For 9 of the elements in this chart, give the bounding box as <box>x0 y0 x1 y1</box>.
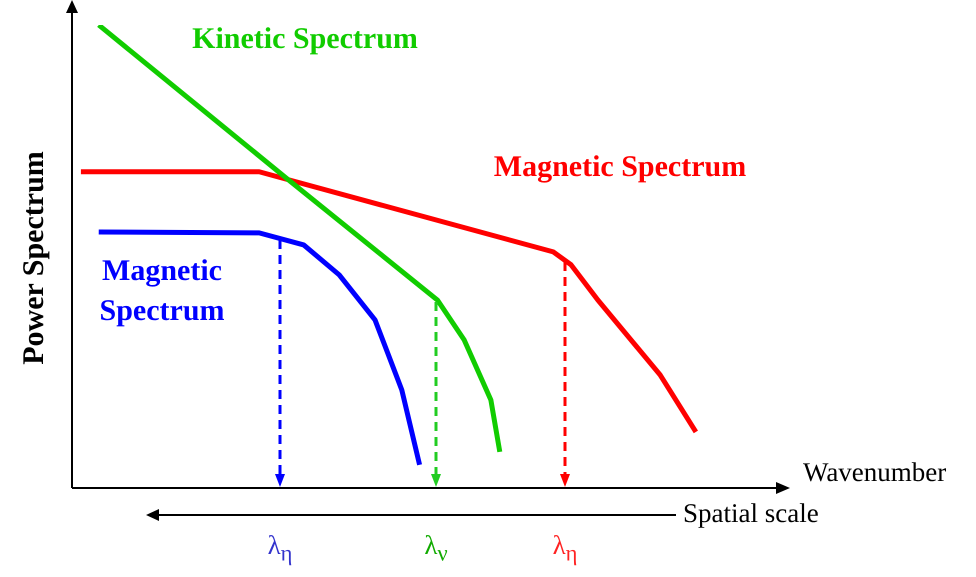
series-label: Kinetic Spectrum <box>192 22 418 55</box>
text: λ$_{η}$ <box>266 530 294 566</box>
text: Spatial scale <box>683 498 819 529</box>
series-label: Magnetic Spectrum <box>494 150 746 183</box>
x-axis-title: Wavenumber <box>803 457 946 488</box>
y-axis-title: Power Spectrum <box>16 151 50 365</box>
text: λ$_{η}$ <box>552 530 578 566</box>
series-label: Magnetic Spectrum <box>100 254 224 327</box>
text: λ$_{ν}$ <box>423 530 449 566</box>
